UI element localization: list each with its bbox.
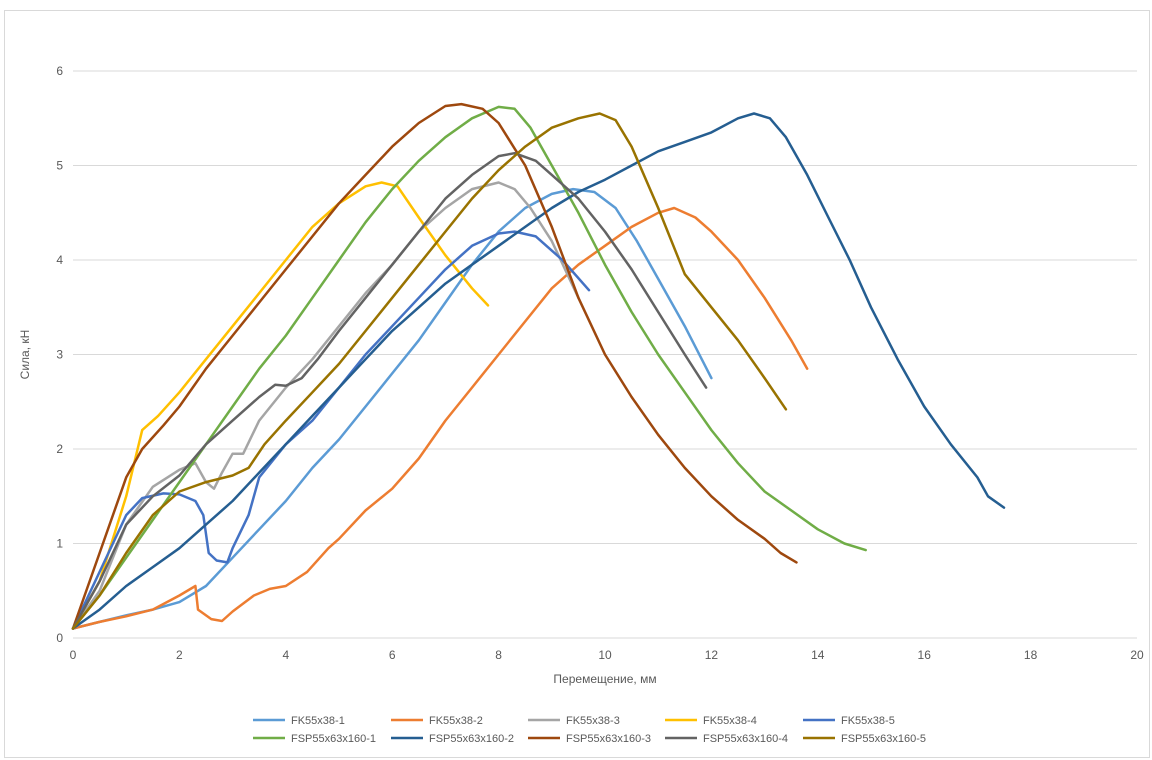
x-tick-label: 8 — [495, 648, 502, 662]
x-tick-label: 18 — [1024, 648, 1038, 662]
series-line-FK55x38-5 — [71, 230, 591, 630]
x-tick-label: 20 — [1130, 648, 1144, 662]
legend-label: FSP55x63x160-3 — [566, 733, 651, 745]
legend-label: FSP55x63x160-5 — [841, 733, 926, 745]
y-tick-label: 2 — [56, 442, 63, 456]
x-tick-label: 10 — [598, 648, 612, 662]
x-tick-label: 6 — [389, 648, 396, 662]
y-tick-label: 4 — [56, 253, 63, 267]
series-line-FK55x38-2 — [71, 206, 809, 630]
gridlines — [73, 70, 1137, 544]
x-tick-label: 0 — [70, 648, 77, 662]
legend-label: FSP55x63x160-2 — [429, 733, 514, 745]
x-tick-label: 16 — [918, 648, 932, 662]
x-tick-label: 4 — [282, 648, 289, 662]
x-tick-label: 2 — [176, 648, 183, 662]
series-line-FSP55x63x160-4 — [71, 151, 708, 630]
legend-label: FSP55x63x160-4 — [703, 733, 788, 745]
legend: FK55x38-1 FK55x38-2 FK55x38-3 FK55x38-4 FK55… — [253, 715, 926, 745]
series-line-FSP55x63x160-1 — [71, 105, 867, 630]
y-tick-label: 5 — [56, 159, 63, 173]
x-tick-label: 14 — [811, 648, 825, 662]
y-tick-label: 3 — [56, 348, 63, 362]
series-line-FK55x38-3 — [71, 181, 580, 630]
y-tick-label: 6 — [56, 64, 63, 78]
x-axis-title: Перемещение, мм — [553, 672, 656, 686]
chart-frame: 0 1 2 3 4 5 6 0 2 4 6 8 10 12 14 16 18 20 Перемещение, мм… — [4, 10, 1150, 758]
y-tick-label: 0 — [56, 631, 63, 645]
legend-label: FK55x38-4 — [703, 715, 757, 727]
legend-label: FK55x38-1 — [291, 715, 345, 727]
series-line-FSP55x63x160-3 — [71, 102, 798, 630]
series-line-FSP55x63x160-5 — [71, 112, 788, 630]
series-line-FSP55x63x160-2 — [71, 112, 1006, 630]
x-tick-label: 12 — [705, 648, 719, 662]
legend-label: FK55x38-3 — [566, 715, 620, 727]
legend-label: FK55x38-2 — [429, 715, 483, 727]
y-tick-label: 1 — [56, 537, 63, 551]
y-axis-title: Сила, кН — [18, 330, 32, 380]
legend-label: FK55x38-5 — [841, 715, 895, 727]
series-line-FK55x38-1 — [71, 187, 713, 630]
legend-label: FSP55x63x160-1 — [291, 733, 376, 745]
series-line-FK55x38-4 — [71, 181, 490, 630]
series-lines — [71, 102, 1006, 630]
